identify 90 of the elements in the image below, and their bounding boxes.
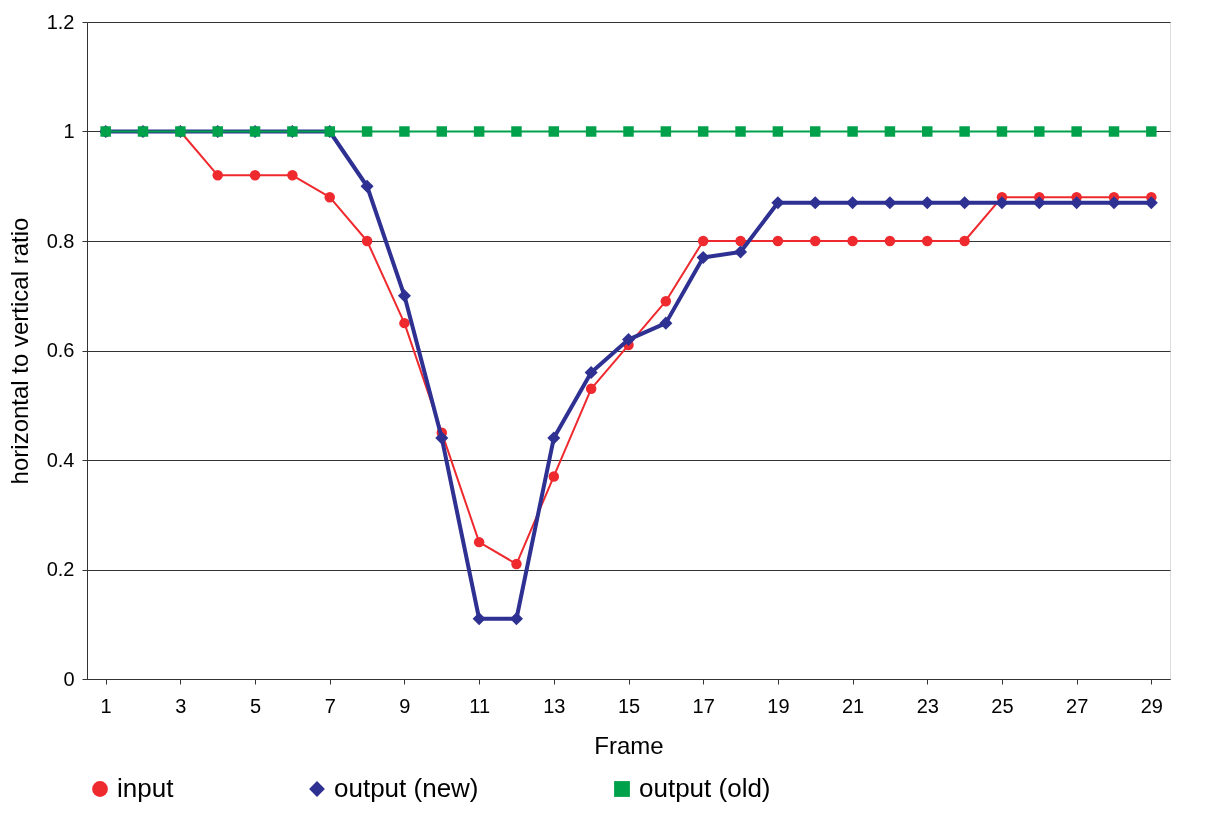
point [397,289,411,303]
point [324,191,335,203]
point [212,170,223,181]
point [772,126,784,137]
x-tick-label: 15 [617,694,641,717]
x-tick-label: 9 [399,694,411,717]
y-tick-label: 0.2 [46,558,75,580]
point [660,126,672,137]
point [435,431,449,445]
point [771,196,785,210]
point [1146,126,1157,137]
point [696,250,710,264]
point [847,235,858,247]
legend-label: output (old) [639,773,771,803]
y-axis-title: horizontal to vertical ratio [5,217,33,485]
x-tick-label: 17 [692,694,715,717]
point [399,126,410,137]
point [847,126,858,137]
point [995,196,1009,210]
point [547,431,561,445]
point [1144,196,1158,210]
point [884,126,896,137]
x-tick-label: 21 [841,694,865,717]
point [996,126,1008,137]
x-tick-label: 29 [1140,694,1163,717]
x-tick-label: 5 [249,694,262,717]
point [361,126,373,137]
point [883,196,897,210]
point [1032,196,1046,210]
point [361,235,373,247]
point [734,245,748,259]
point [584,365,598,379]
x-tick-label: 1 [100,694,112,717]
point [1108,126,1120,137]
point [287,170,298,181]
point [772,235,784,247]
point [959,126,970,137]
y-tick-label: 0 [63,667,75,690]
y-tick-label: 0.4 [46,448,75,471]
point [621,333,636,347]
point [360,179,374,193]
point [808,196,822,210]
point [697,235,709,247]
x-tick-label: 3 [175,694,187,717]
point [473,536,485,548]
point [958,196,972,210]
y-tick-label: 1.2 [46,10,75,33]
x-tick-label: 23 [916,694,939,717]
x-axis-title: Frame [594,731,664,759]
point [1071,126,1082,137]
point [511,126,522,137]
x-tick-label: 27 [1066,694,1089,717]
point [548,126,560,137]
y-tick-label: 1 [63,120,75,142]
point [660,295,672,307]
point [548,471,560,482]
point [846,196,860,210]
y-tick-label: 0.8 [46,229,75,252]
point [585,126,597,137]
legend-label: output (new) [334,773,479,803]
point [585,383,597,395]
point [472,612,486,626]
point [697,126,709,137]
point [623,126,634,137]
point [509,612,523,626]
legend-label: input [117,773,175,803]
x-tick-label: 11 [469,694,490,717]
point [884,235,896,247]
x-tick-label: 13 [543,694,566,717]
point [735,126,746,137]
point [922,126,933,137]
x-tick-label: 25 [991,694,1014,717]
point [920,196,934,210]
point [659,316,673,330]
point [959,235,970,247]
point [809,235,821,247]
point [735,235,746,247]
x-tick-label: 7 [324,694,336,717]
point [809,126,821,137]
point [399,317,410,329]
point [922,235,933,247]
point [1107,196,1121,210]
point [249,170,261,181]
point [1034,126,1045,137]
x-tick-label: 19 [767,694,790,717]
point [436,126,448,137]
point [1070,196,1084,210]
point [511,558,522,570]
point [473,126,485,137]
y-tick-label: 0.6 [46,339,75,361]
